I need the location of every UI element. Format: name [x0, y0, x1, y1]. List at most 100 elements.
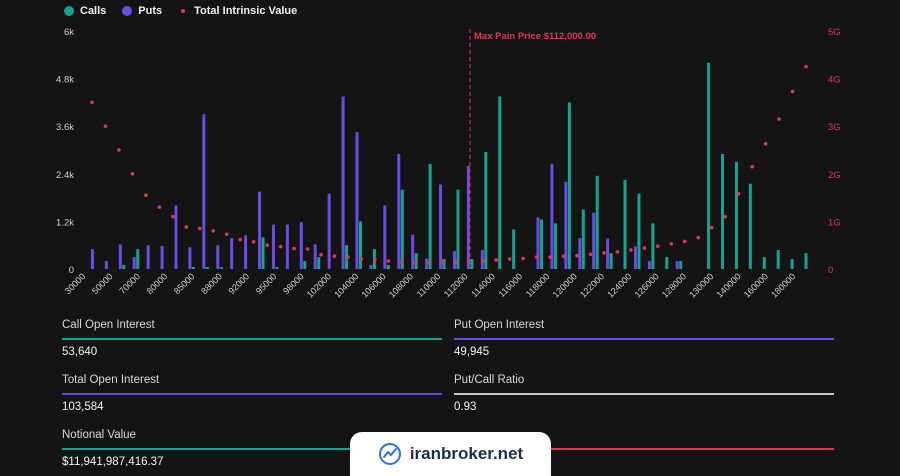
call-bar	[205, 267, 209, 269]
x-tick-label: 92000	[226, 271, 251, 296]
x-tick-label: 112000	[442, 271, 470, 299]
x-tick-label: 114000	[469, 271, 497, 299]
intrinsic-point	[750, 164, 754, 169]
call-bar	[261, 237, 265, 269]
intrinsic-swatch-icon	[181, 9, 186, 13]
watermark-text: iranbroker.net	[409, 444, 524, 463]
call-bar	[484, 151, 488, 269]
x-tick-label: 30000	[63, 271, 88, 296]
intrinsic-point	[265, 243, 269, 247]
y-right-tick-label: 0	[828, 265, 833, 276]
intrinsic-point	[90, 100, 94, 105]
x-tick-label: 180000	[769, 271, 797, 299]
put-bar	[564, 181, 568, 269]
x-tick-label: 110000	[415, 271, 443, 299]
call-bar	[540, 219, 543, 269]
put-oi-underline	[454, 338, 834, 340]
legend-puts[interactable]: Puts	[122, 5, 162, 17]
intrinsic-point	[656, 244, 660, 248]
call-bar	[581, 209, 585, 269]
legend-intrinsic[interactable]: Total Intrinsic Value	[178, 5, 297, 17]
intrinsic-point	[682, 239, 687, 244]
put-call-ratio-stat: Put/Call Ratio 0.93	[454, 374, 834, 413]
call-bar	[386, 265, 390, 269]
intrinsic-point	[669, 241, 674, 246]
put-bar	[592, 212, 596, 269]
call-bar	[428, 163, 432, 269]
put-bar	[327, 193, 331, 269]
put-bar	[216, 245, 220, 269]
call-bar	[303, 261, 307, 269]
intrinsic-point	[615, 250, 620, 254]
intrinsic-point	[359, 257, 364, 261]
notional-underline	[62, 448, 442, 450]
intrinsic-point	[494, 258, 498, 262]
put-bar	[146, 245, 150, 269]
y-right-tick-label: 5G	[828, 27, 841, 38]
put-bar	[202, 114, 206, 269]
y-left-tick-label: 1.2k	[56, 217, 74, 228]
intrinsic-point	[777, 117, 781, 121]
pink-stat	[454, 429, 834, 450]
put-bar	[383, 205, 387, 269]
put-bar	[230, 238, 234, 269]
intrinsic-point	[117, 148, 121, 152]
put-bar	[411, 234, 415, 269]
put-bar	[647, 261, 651, 269]
x-tick-label: 126000	[633, 271, 661, 299]
put-bar	[606, 238, 610, 269]
put-bar	[425, 258, 429, 269]
call-bar	[776, 249, 780, 269]
call-bar	[136, 249, 140, 269]
put-bar	[258, 191, 262, 269]
y-left-tick-label: 3.6k	[56, 122, 74, 133]
y-left-tick-label: 0	[69, 265, 74, 276]
call-oi-underline	[62, 338, 442, 340]
call-bar	[456, 189, 460, 269]
intrinsic-point	[197, 226, 202, 231]
put-bar	[439, 184, 443, 269]
put-bar	[578, 238, 582, 269]
legend-puts-label: Puts	[138, 5, 163, 17]
put-bar	[355, 132, 359, 269]
intrinsic-point	[602, 251, 606, 255]
x-tick-label: 80000	[145, 271, 170, 296]
intrinsic-point	[130, 172, 135, 176]
x-tick-label: 85000	[172, 271, 197, 296]
put-bar	[299, 222, 303, 269]
x-tick-label: 106000	[359, 271, 387, 299]
x-tick-label: 88000	[199, 271, 224, 296]
call-bar	[623, 179, 627, 269]
open-interest-chart: 0 1.2k 2.4k 3.6k 4.8k 6k 0 1G 2G 3G 4G 5G Max Pain P…	[56, 27, 841, 300]
ratio-value: 0.93	[454, 401, 477, 413]
intrinsic-point	[804, 64, 808, 69]
call-bar	[721, 153, 724, 269]
x-tick-label: 118000	[524, 271, 552, 299]
put-bar	[536, 217, 540, 269]
x-tick-label: 124000	[605, 271, 633, 299]
intrinsic-point	[103, 124, 108, 128]
intrinsic-point	[790, 89, 795, 94]
intrinsic-point	[440, 260, 445, 265]
intrinsic-point	[723, 214, 727, 219]
intrinsic-point	[642, 246, 647, 250]
call-bar	[804, 253, 808, 269]
call-bar	[665, 257, 669, 269]
legend-calls[interactable]: Calls	[64, 5, 106, 17]
put-bar	[369, 265, 373, 269]
call-bar	[191, 267, 195, 269]
total-oi-underline	[62, 393, 442, 395]
call-bar	[762, 257, 766, 269]
ratio-underline	[454, 393, 834, 395]
call-bar	[470, 259, 474, 269]
call-bar	[567, 102, 571, 270]
put-bar	[174, 205, 178, 269]
puts-swatch-icon	[122, 6, 133, 16]
intrinsic-point	[400, 260, 404, 265]
put-bar	[452, 251, 456, 269]
call-bar	[595, 175, 599, 269]
intrinsic-point	[319, 252, 323, 257]
call-open-interest-stat: Call Open Interest 53,640	[62, 319, 442, 358]
legend-calls-label: Calls	[80, 5, 107, 17]
put-bar	[285, 224, 289, 269]
